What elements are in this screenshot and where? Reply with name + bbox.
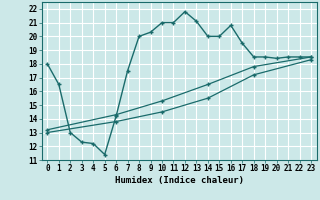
X-axis label: Humidex (Indice chaleur): Humidex (Indice chaleur) (115, 176, 244, 185)
